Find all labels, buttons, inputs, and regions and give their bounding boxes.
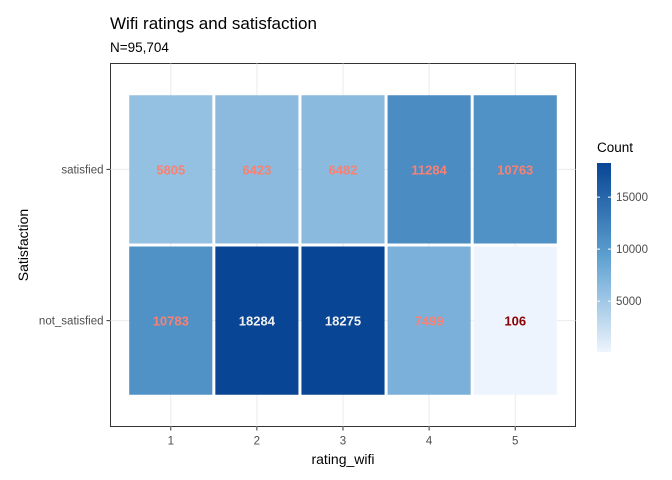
legend-tick-label: 10000 bbox=[616, 244, 648, 256]
x-tick-label: 1 bbox=[168, 436, 174, 448]
heatmap-cell bbox=[387, 95, 471, 244]
legend: Count 5000 10000 15000 bbox=[597, 140, 648, 352]
heatmap-cell bbox=[301, 246, 385, 395]
cell-labels: 5805 6423 6482 11284 10763 10783 18284 18275 749… bbox=[153, 162, 534, 328]
x-tick-label: 2 bbox=[254, 436, 260, 448]
heatmap-cell bbox=[387, 246, 471, 395]
heatmap-cell bbox=[215, 246, 299, 395]
y-axis-title: Satisfaction bbox=[15, 209, 31, 281]
cell-value-label: 106 bbox=[504, 314, 526, 329]
heatmap-cell bbox=[473, 95, 557, 244]
x-tick-label: 4 bbox=[426, 436, 433, 448]
cell-value-label: 6423 bbox=[242, 162, 271, 177]
legend-colorbar bbox=[597, 163, 611, 352]
legend-title: Count bbox=[597, 140, 633, 155]
legend-tick-label: 5000 bbox=[616, 296, 642, 308]
x-tick-label: 5 bbox=[512, 436, 518, 448]
legend-tick-label: 15000 bbox=[616, 192, 648, 204]
cell-value-label: 10783 bbox=[153, 314, 189, 329]
cell-value-label: 6482 bbox=[329, 162, 358, 177]
y-axis: not_satisfied satisfied bbox=[39, 164, 111, 328]
heatmap-cell bbox=[215, 95, 299, 244]
y-tick-label: not_satisfied bbox=[39, 316, 104, 328]
chart-subtitle: N=95,704 bbox=[110, 40, 169, 55]
heatmap-cell bbox=[129, 246, 213, 395]
heatmap-cells bbox=[129, 95, 557, 395]
x-tick-label: 3 bbox=[340, 436, 346, 448]
chart-title: Wifi ratings and satisfaction bbox=[110, 14, 317, 33]
x-axis: 1 2 3 4 5 bbox=[168, 426, 518, 448]
y-tick-label: satisfied bbox=[61, 164, 103, 176]
heatmap-cell bbox=[301, 95, 385, 244]
heatmap-cell bbox=[129, 95, 213, 244]
cell-value-label: 7499 bbox=[415, 314, 444, 329]
heatmap-cell bbox=[473, 246, 557, 395]
cell-value-label: 10763 bbox=[497, 162, 533, 177]
x-axis-title: rating_wifi bbox=[311, 451, 374, 467]
cell-value-label: 18284 bbox=[239, 314, 276, 329]
cell-value-label: 11284 bbox=[411, 162, 447, 177]
cell-value-label: 5805 bbox=[156, 162, 185, 177]
cell-value-label: 18275 bbox=[325, 314, 361, 329]
